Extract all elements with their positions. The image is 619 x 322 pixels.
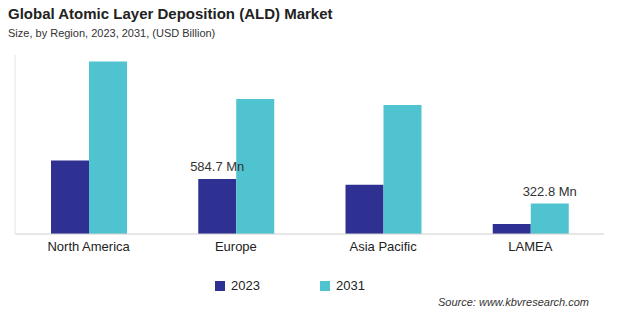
svg-text:322.8 Mn: 322.8 Mn bbox=[523, 184, 577, 199]
html-text:Global Atomic Layer Deposition: Global Atomic Layer Deposition (ALD) Mar… bbox=[8, 5, 333, 22]
html-text:Size, by Region, 2023, 2031, (: Size, by Region, 2023, 2031, (USD Billio… bbox=[8, 27, 216, 39]
html-text:Source: www.kbvresearch.com: Source: www.kbvresearch.com bbox=[438, 296, 589, 308]
svg-text:North America: North America bbox=[47, 239, 130, 254]
svg-text:Asia Pacific: Asia Pacific bbox=[350, 239, 418, 254]
svg-text:LAMEA: LAMEA bbox=[508, 239, 552, 254]
svg-text:Europe: Europe bbox=[215, 239, 257, 254]
html-text:2031: 2031 bbox=[336, 278, 365, 293]
html-text:2023: 2023 bbox=[231, 278, 260, 293]
svg-text:584.7 Mn: 584.7 Mn bbox=[190, 159, 244, 174]
